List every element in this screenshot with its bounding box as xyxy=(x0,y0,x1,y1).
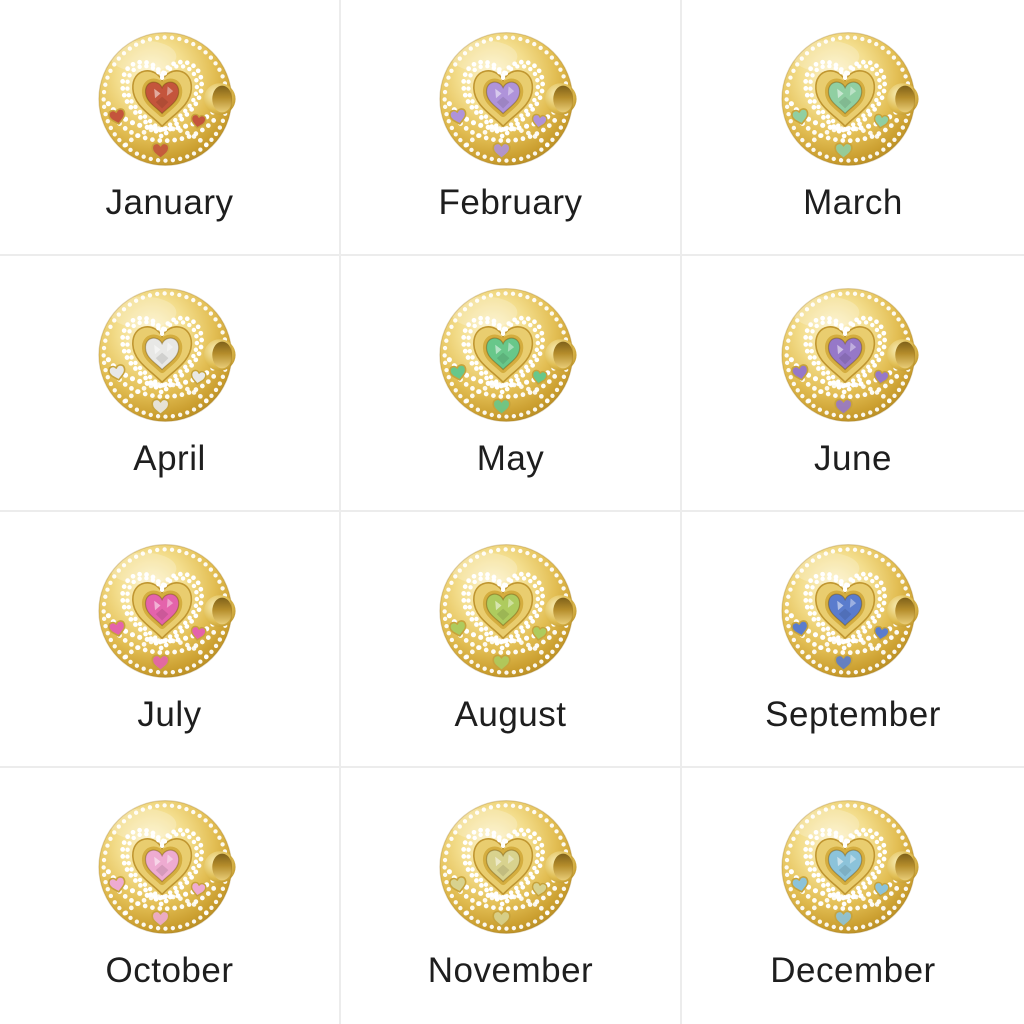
month-label: January xyxy=(105,183,234,222)
cell-july[interactable]: July xyxy=(0,512,341,768)
month-label: October xyxy=(105,951,234,990)
gold-charm-bead-icon xyxy=(781,544,919,678)
month-label: June xyxy=(814,439,892,478)
month-label: July xyxy=(137,695,202,734)
gold-charm-bead-icon xyxy=(781,800,919,934)
cell-august[interactable]: August xyxy=(341,512,682,768)
cell-june[interactable]: June xyxy=(682,256,1024,512)
charm-image-september xyxy=(774,532,932,690)
cell-february[interactable]: February xyxy=(341,0,682,256)
cell-december[interactable]: December xyxy=(682,768,1024,1024)
gold-charm-bead-icon xyxy=(97,544,236,678)
gold-charm-bead-icon xyxy=(97,32,236,166)
cell-april[interactable]: April xyxy=(0,256,341,512)
charm-image-april xyxy=(91,276,249,434)
charm-image-august xyxy=(432,532,590,690)
month-label: April xyxy=(133,439,206,478)
gold-charm-bead-icon xyxy=(438,288,577,422)
month-label: May xyxy=(476,439,545,478)
gold-charm-bead-icon xyxy=(781,32,919,166)
cell-october[interactable]: October xyxy=(0,768,341,1024)
cell-november[interactable]: November xyxy=(341,768,682,1024)
charm-image-january xyxy=(91,20,249,178)
charm-image-february xyxy=(432,20,590,178)
charm-image-may xyxy=(432,276,590,434)
charm-image-november xyxy=(432,788,590,946)
month-label: December xyxy=(770,951,936,990)
gold-charm-bead-icon xyxy=(97,800,236,934)
month-label: February xyxy=(438,183,583,222)
charm-image-march xyxy=(774,20,932,178)
gold-charm-bead-icon xyxy=(438,544,577,678)
charm-image-december xyxy=(774,788,932,946)
charm-image-june xyxy=(774,276,932,434)
month-label: September xyxy=(765,695,941,734)
cell-may[interactable]: May xyxy=(341,256,682,512)
cell-september[interactable]: September xyxy=(682,512,1024,768)
gold-charm-bead-icon xyxy=(97,288,236,422)
gold-charm-bead-icon xyxy=(781,288,919,422)
cell-january[interactable]: January xyxy=(0,0,341,256)
month-label: March xyxy=(803,183,903,222)
gold-charm-bead-icon xyxy=(438,32,577,166)
charm-image-july xyxy=(91,532,249,690)
cell-march[interactable]: March xyxy=(682,0,1024,256)
charm-image-october xyxy=(91,788,249,946)
gold-charm-bead-icon xyxy=(438,800,577,934)
month-label: November xyxy=(427,951,594,990)
month-label: August xyxy=(454,695,567,734)
